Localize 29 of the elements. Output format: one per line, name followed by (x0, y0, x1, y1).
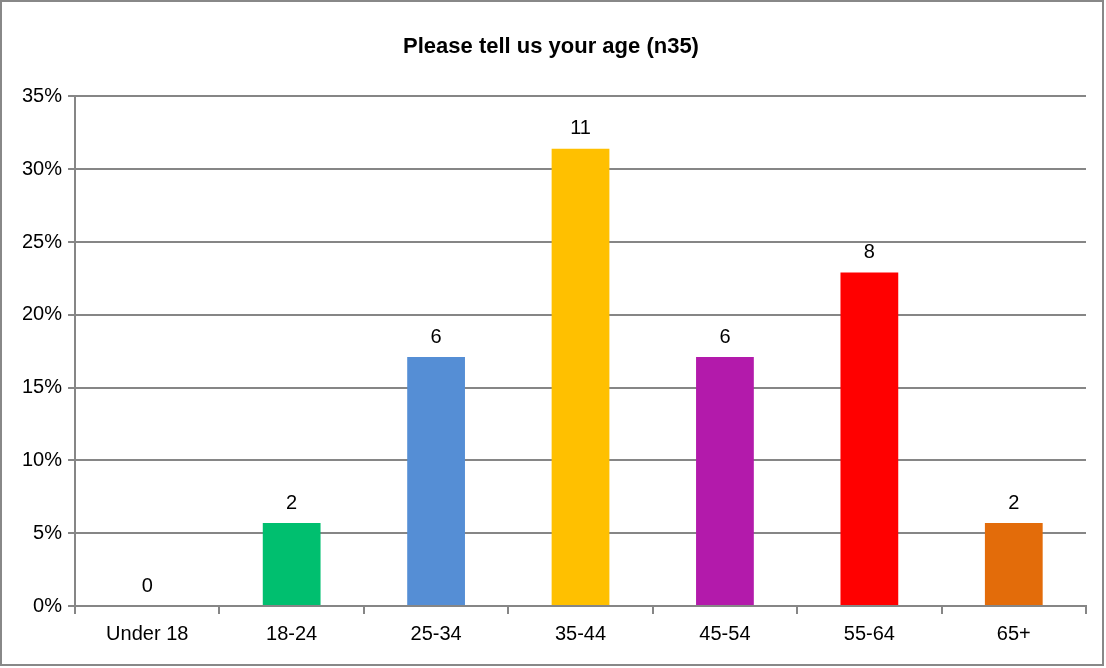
annotation: 0 (141, 573, 153, 596)
x-tick-label: 45-54 (699, 621, 751, 644)
chart-title: Please tell us your age (n35) (403, 33, 699, 59)
bar (984, 523, 1043, 605)
x-tick-label: 65+ (996, 621, 1031, 644)
annotation: 6 (719, 324, 731, 347)
annotation: 6 (430, 324, 442, 347)
x-tick-label: 55-64 (843, 621, 895, 644)
bar (551, 148, 610, 605)
annotation: 8 (863, 240, 875, 263)
bar (840, 272, 899, 605)
x-tick-label: 35-44 (554, 621, 607, 644)
bar (696, 357, 754, 605)
x-tick-label: 25-34 (410, 621, 462, 644)
annotation: 2 (286, 490, 298, 513)
y-tick-label: 0% (33, 593, 63, 616)
y-tick-label: 15% (22, 375, 63, 398)
x-tick-label: 18-24 (266, 621, 318, 644)
y-tick-label: 10% (22, 447, 63, 470)
y-tick-label: 30% (22, 156, 63, 179)
x-tick-label: Under 18 (106, 621, 189, 644)
y-tick-label: 5% (33, 520, 63, 543)
y-tick-label: 20% (22, 302, 63, 325)
y-tick-label: 35% (22, 83, 63, 106)
bar (407, 357, 465, 605)
y-tick-label: 25% (22, 229, 63, 252)
annotation: 11 (570, 116, 591, 139)
annotation: 2 (1008, 490, 1020, 513)
bar (262, 523, 321, 605)
